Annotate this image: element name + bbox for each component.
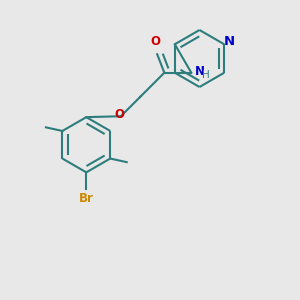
Text: Br: Br bbox=[79, 193, 94, 206]
Text: H: H bbox=[202, 70, 210, 80]
Text: O: O bbox=[114, 108, 124, 121]
Text: N: N bbox=[195, 65, 205, 78]
Text: N: N bbox=[224, 35, 235, 48]
Text: O: O bbox=[150, 35, 160, 48]
